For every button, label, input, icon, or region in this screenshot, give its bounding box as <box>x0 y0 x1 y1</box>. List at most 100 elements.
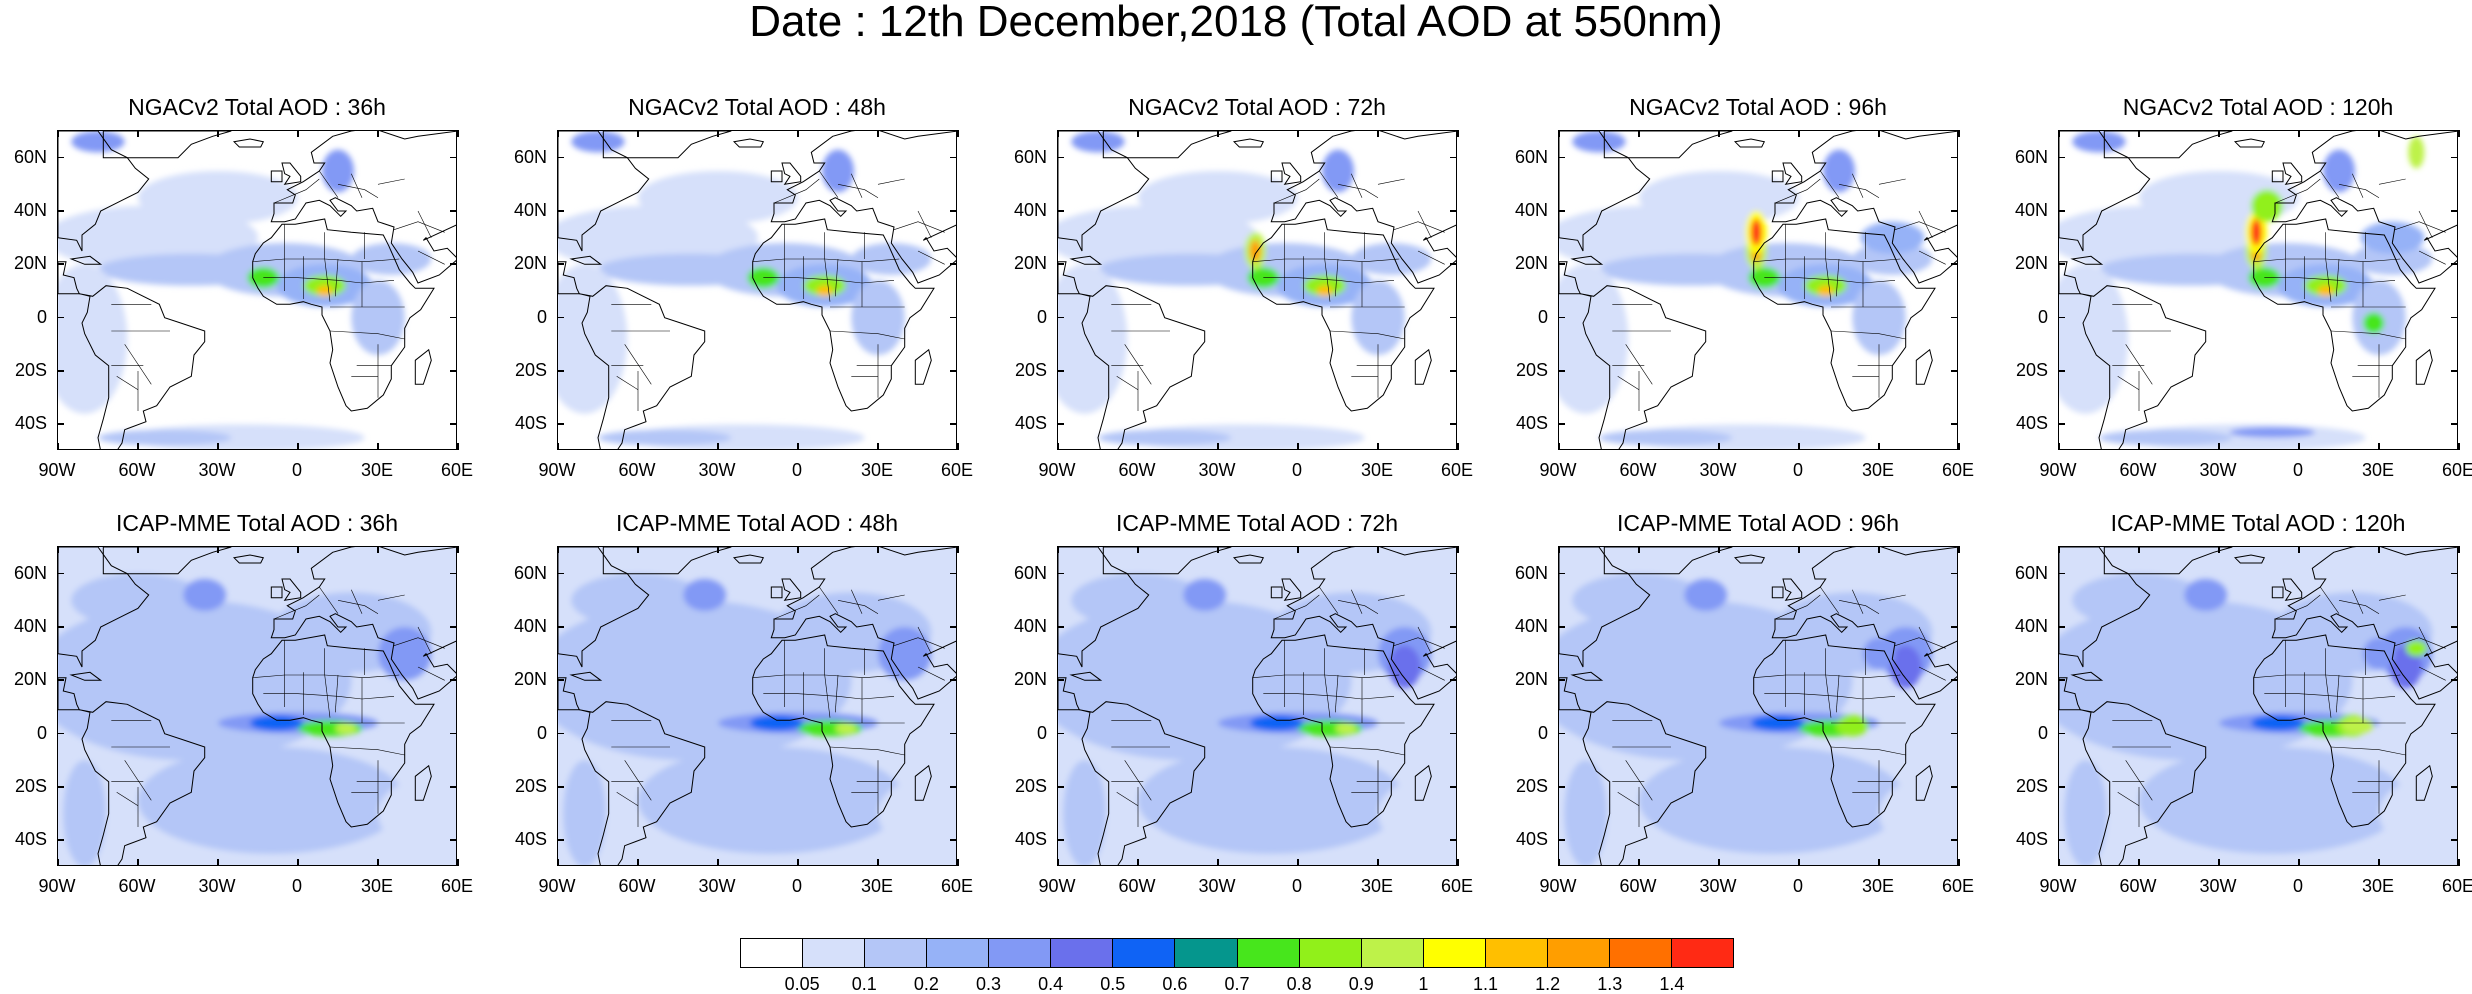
lat-tick <box>1558 316 1565 319</box>
coastline <box>2233 554 2266 564</box>
lon-tick-label: 60W <box>1619 876 1657 896</box>
lat-tick <box>2058 572 2065 575</box>
lat-tick-label: 40S <box>2015 829 2048 850</box>
lat-tick <box>2451 156 2458 159</box>
colorbar-label: 1.3 <box>1597 974 1623 994</box>
country-border <box>1319 586 1339 614</box>
lon-tick <box>637 546 639 553</box>
country-border <box>2117 792 2140 806</box>
map-area <box>1057 130 1457 450</box>
lon-tick <box>877 443 879 450</box>
coastline <box>1270 547 1456 700</box>
country-border <box>1351 589 1363 614</box>
lat-tick <box>1951 786 1958 788</box>
aod-contour <box>2184 579 2227 611</box>
lat-tick <box>1450 679 1457 681</box>
country-border <box>1329 330 1405 340</box>
aod-contour <box>1836 715 1869 737</box>
country-border <box>337 600 379 614</box>
lat-tick <box>57 156 64 159</box>
lat-tick-label: 40S <box>14 413 47 434</box>
coastline <box>1058 261 1081 295</box>
lat-tick <box>557 423 564 425</box>
lat-tick <box>1057 423 1064 425</box>
aod-contour <box>2363 637 2395 670</box>
country-border <box>1894 221 1946 233</box>
aod-contour <box>2379 781 2457 846</box>
lat-tick-label: 0 <box>2037 306 2048 327</box>
lat-tick <box>1057 210 1064 212</box>
lat-tick <box>557 263 564 265</box>
colorbar-label: 0.6 <box>1162 974 1188 994</box>
lat-tick <box>1558 626 1565 628</box>
coastline <box>79 701 206 865</box>
lat-tick-label: 20S <box>1515 776 1548 796</box>
lon-tick <box>2218 546 2220 553</box>
lat-tick-label: 20N <box>1514 253 1548 274</box>
coastline <box>69 671 103 681</box>
lon-tick-label: 90W <box>2039 460 2077 480</box>
lon-tick <box>1638 130 1640 137</box>
coastline <box>1414 764 1432 801</box>
aod-contour <box>1351 280 1405 355</box>
lon-tick <box>557 859 559 866</box>
country-border <box>1337 184 1379 198</box>
lat-tick <box>1450 786 1457 788</box>
lat-tick <box>2451 572 2458 575</box>
aod-contour <box>1639 747 1906 854</box>
lon-tick <box>457 443 459 450</box>
coastline <box>1771 170 1784 183</box>
lon-tick-label: 0 <box>791 460 802 480</box>
lat-tick-label: 0 <box>1537 306 1548 327</box>
lon-tick-label: 60W <box>118 460 156 480</box>
lon-tick <box>297 859 299 866</box>
coastline <box>2059 547 2151 668</box>
lon-tick <box>797 443 799 450</box>
lat-tick-label: 40S <box>1014 829 1047 850</box>
aod-contour <box>2059 264 2129 414</box>
lat-tick-label: 20N <box>13 253 47 274</box>
country-border <box>124 760 152 801</box>
lon-tick-label: 30W <box>698 460 736 480</box>
lon-tick <box>137 130 139 137</box>
lat-tick <box>1951 370 1958 372</box>
lon-tick <box>1297 546 1299 553</box>
aod-contour <box>1823 149 1855 193</box>
country-border <box>1335 674 1339 713</box>
lat-tick <box>450 786 457 788</box>
lat-tick <box>1450 423 1457 425</box>
lon-tick <box>717 443 719 450</box>
country-border <box>1417 666 1445 681</box>
lat-tick-label: 60N <box>2014 562 2048 583</box>
aod-contour <box>2360 221 2425 254</box>
lat-tick <box>57 263 64 265</box>
aod-contour <box>835 723 857 734</box>
lon-tick <box>2378 130 2380 137</box>
country-border <box>273 178 320 204</box>
country-border <box>1878 178 1906 185</box>
map-area <box>2058 546 2458 866</box>
lat-tick-label: 0 <box>536 306 547 327</box>
lon-tick-label: 60W <box>1118 876 1156 896</box>
country-border <box>1774 594 1821 620</box>
lon-tick-label: 60E <box>1941 876 1975 896</box>
coastline <box>102 547 232 575</box>
country-border <box>1838 600 1880 614</box>
country-border <box>851 173 863 198</box>
lat-tick <box>450 679 457 681</box>
country-border <box>616 792 639 806</box>
lon-tick-label: 90W <box>1539 876 1577 896</box>
lat-tick <box>450 732 457 735</box>
country-border <box>2394 221 2446 233</box>
coastline <box>1232 138 1265 148</box>
country-border <box>1337 600 1379 614</box>
coastline <box>2253 634 2436 828</box>
lon-tick <box>1798 443 1800 450</box>
country-border <box>1393 221 1445 233</box>
aod-contour <box>2139 747 2406 854</box>
aod-contour <box>183 579 226 611</box>
lon-tick-label: 30E <box>1861 460 1895 480</box>
colorbar-segment <box>1175 939 1238 967</box>
lon-tick-label: 30E <box>360 460 394 480</box>
aod-contour <box>1322 149 1354 193</box>
